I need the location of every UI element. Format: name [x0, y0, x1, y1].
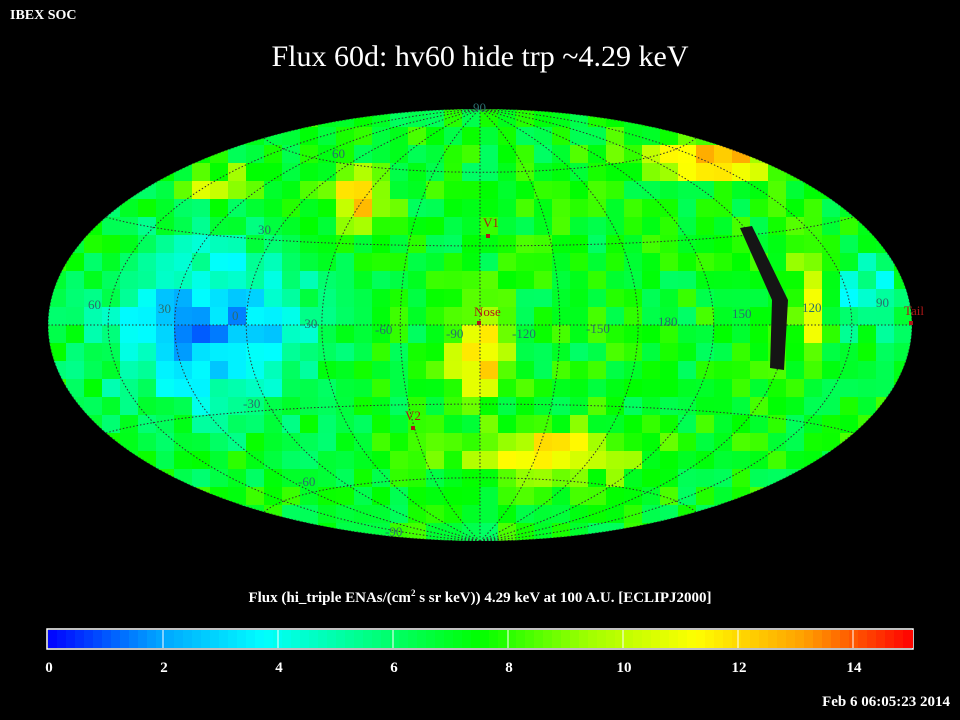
lon-label-90: 90	[876, 295, 889, 310]
v1-label: V1	[483, 215, 499, 230]
colorbar-tick-4: 4	[275, 660, 283, 676]
colorbar	[48, 630, 913, 648]
graticule-labels: 90 60 30 0 -30 -60 -90 60 30 -30 -60 -90…	[88, 100, 889, 539]
lat-label-60: 60	[332, 146, 345, 161]
lon-label-60: 60	[88, 297, 101, 312]
lat-label-30: 30	[258, 222, 271, 237]
colorbar-title-sup: 2	[410, 588, 416, 598]
v2-marker	[411, 426, 415, 430]
markers: V1 Nose V2 Tail	[405, 215, 924, 430]
lon-label-120: 120	[802, 300, 822, 315]
colorbar-title-suffix: s sr keV)) 4.29 keV at 100 A.U. [ECLIPJ2…	[415, 590, 712, 606]
tail-marker	[909, 321, 913, 325]
colorbar-tick-12: 12	[731, 660, 747, 676]
colorbar-title: Flux (hi_triple ENAs/(cm2 s sr keV)) 4.2…	[0, 588, 960, 607]
v1-marker	[486, 234, 490, 238]
tail-label: Tail	[904, 303, 924, 318]
lat-label-0: 0	[232, 308, 239, 323]
lon-label-150: 150	[732, 306, 752, 321]
map-title: Flux 60d: hv60 hide trp ~4.29 keV	[271, 40, 689, 73]
colorbar-tick-14: 14	[846, 660, 862, 676]
lon-label-m30: -30	[300, 316, 317, 331]
nose-marker	[477, 321, 481, 325]
lat-label-m30: -30	[243, 396, 260, 411]
lon-label-30: 30	[158, 301, 171, 316]
colorbar-tick-2: 2	[160, 660, 168, 676]
colorbar-tick-10: 10	[616, 660, 632, 676]
lon-label-m120: -120	[512, 326, 536, 341]
lon-label-m60: -60	[375, 322, 392, 337]
colorbar-title-prefix: Flux (hi_triple ENAs/(cm	[248, 590, 411, 606]
colorbar-tick-0: 0	[45, 660, 53, 676]
colorbar-tick-8: 8	[505, 660, 513, 676]
timestamp: Feb 6 06:05:23 2014	[822, 694, 950, 710]
lon-label-180: 180	[658, 314, 678, 329]
lat-label-m90: -90	[385, 524, 402, 539]
corner-label: IBEX SOC	[10, 8, 77, 23]
lon-label-m90: -90	[446, 326, 463, 341]
v2-label: V2	[405, 408, 421, 423]
nose-label: Nose	[474, 304, 501, 319]
lat-label-m60: -60	[298, 474, 315, 489]
colorbar-tick-6: 6	[390, 660, 398, 676]
missing-data-band	[740, 226, 788, 370]
lon-label-m150: -150	[586, 321, 610, 336]
lat-label-90: 90	[473, 100, 486, 115]
